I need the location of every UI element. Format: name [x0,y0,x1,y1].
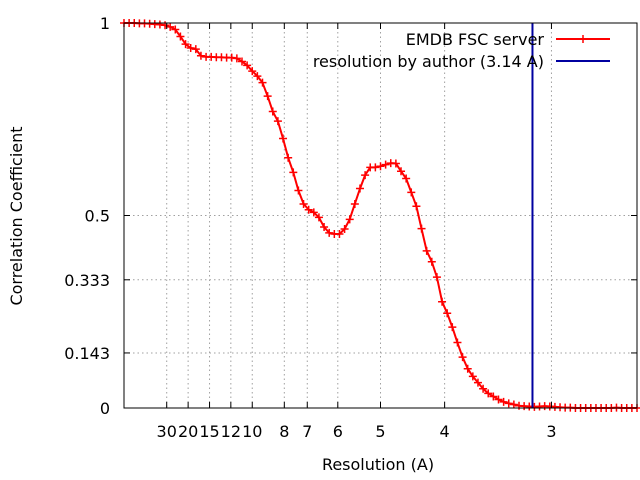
fsc-data-point [284,153,293,162]
fsc-data-point [279,134,288,143]
fsc-data-point [263,92,272,101]
fsc-data-point [432,273,441,282]
fsc-data-point [402,174,411,183]
legend: EMDB FSC server resolution by author (3.… [313,30,610,71]
fsc-data-point [248,67,257,76]
fsc-data-point [361,171,370,180]
x-tick-label: 7 [302,422,312,441]
legend-label-author-resolution: resolution by author (3.14 A) [313,52,544,71]
x-tick-label: 30 [157,422,177,441]
y-axis-title: Correlation Coefficient [7,126,26,305]
fsc-data-point [499,397,508,406]
fsc-data-point [376,162,385,171]
fsc-data-point [412,202,421,211]
fsc-data-point [371,163,380,172]
fsc-data-point [453,338,462,347]
fsc-data-point [237,57,246,66]
fsc-data-point [458,353,467,362]
y-tick-label: 0.5 [85,207,110,226]
x-tick-label: 12 [221,422,241,441]
x-tick-label: 3 [546,422,556,441]
fsc-data-point [196,51,205,60]
x-axis-title: Resolution (A) [322,455,434,474]
fsc-data-point [232,54,241,63]
legend-plus-marker [579,35,587,43]
fsc-data-point [479,384,488,393]
fsc-data-point [473,378,482,387]
x-tick-label: 4 [440,422,450,441]
y-tick-label: 0 [100,399,110,418]
fsc-data-point [273,117,282,126]
fsc-data-point [504,399,513,408]
fsc-data-point [494,395,503,404]
x-tick-label: 15 [199,422,219,441]
fsc-data-point [443,309,452,318]
fsc-data-point [253,72,262,81]
fsc-data-point [294,186,303,195]
fsc-data-point [299,199,308,208]
fsc-data-point [191,45,200,54]
fsc-data-point [381,160,390,169]
fsc-data-point [509,400,518,409]
fsc-data-point [391,159,400,168]
fsc-data-point [340,224,349,233]
legend-marker-fsc [579,35,587,43]
fsc-data-point [314,213,323,222]
x-tick-label: 5 [375,422,385,441]
fsc-data-point [468,372,477,381]
fsc-data-point [227,53,236,62]
fsc-data-point [448,323,457,332]
fsc-data-point [325,228,334,237]
axis-ticks [124,22,637,409]
x-tick-label: 6 [333,422,343,441]
fsc-data-point [304,205,313,214]
grid-lines [124,23,637,408]
fsc-data-point [335,229,344,238]
y-tick-label: 0.333 [64,271,110,290]
fsc-data-point [489,392,498,401]
fsc-data-point [243,61,252,70]
fsc-data-point [463,364,472,373]
y-tick-label: 1 [100,14,110,33]
fsc-data-point [427,257,436,266]
fsc-data-point [186,44,195,53]
fsc-data-point [484,389,493,398]
x-tick-label: 10 [242,422,262,441]
fsc-data-point [155,20,164,29]
fsc-data-point [176,32,185,41]
fsc-data-point [355,184,364,193]
fsc-data-point [417,224,426,233]
fsc-data-point [345,215,354,224]
fsc-data-point [289,168,298,177]
fsc-data-point [320,223,329,232]
fsc-data-point [407,188,416,197]
fsc-data-point [422,246,431,255]
fsc-data-point [397,167,406,176]
fsc-data-point [350,199,359,208]
fsc-data-point [171,25,180,34]
fsc-data-point [309,208,318,217]
x-tick-label: 20 [178,422,198,441]
x-tick-label: 8 [279,422,289,441]
fsc-data-point [438,297,447,306]
fsc-data-point [166,22,175,31]
fsc-data-point [268,107,277,116]
legend-label-fsc: EMDB FSC server [406,30,545,49]
fsc-data-point [258,78,267,87]
y-tick-label: 0.143 [64,344,110,363]
fsc-data-point [181,40,190,49]
